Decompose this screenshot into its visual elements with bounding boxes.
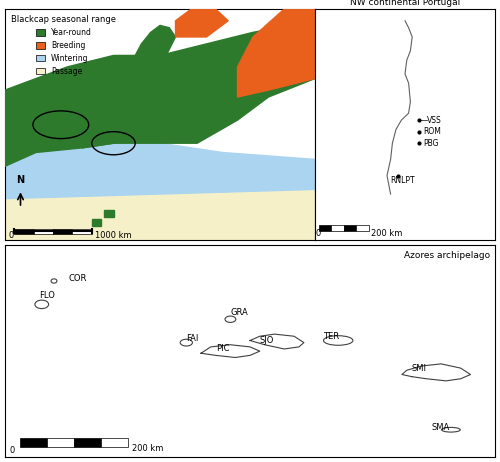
FancyBboxPatch shape — [14, 229, 34, 235]
Polygon shape — [104, 210, 114, 217]
Polygon shape — [238, 9, 315, 97]
FancyBboxPatch shape — [53, 229, 72, 235]
Polygon shape — [176, 9, 228, 37]
Polygon shape — [5, 21, 315, 166]
Polygon shape — [5, 143, 315, 199]
Text: Azores archipelago: Azores archipelago — [404, 251, 490, 260]
Polygon shape — [61, 106, 123, 148]
Text: 200 km: 200 km — [132, 444, 164, 453]
Text: 200 km: 200 km — [371, 229, 402, 237]
Text: FLO: FLO — [40, 292, 55, 300]
FancyBboxPatch shape — [356, 225, 369, 231]
Text: GRA: GRA — [230, 308, 248, 317]
FancyBboxPatch shape — [72, 229, 92, 235]
FancyBboxPatch shape — [46, 438, 74, 447]
FancyBboxPatch shape — [100, 438, 128, 447]
Polygon shape — [129, 25, 176, 74]
Text: SJO: SJO — [260, 336, 274, 345]
Text: 0: 0 — [8, 231, 14, 240]
Text: 0: 0 — [315, 229, 320, 237]
Text: PIC: PIC — [216, 345, 229, 353]
FancyBboxPatch shape — [20, 438, 46, 447]
FancyBboxPatch shape — [344, 225, 356, 231]
FancyBboxPatch shape — [34, 229, 53, 235]
Text: VSS: VSS — [426, 116, 442, 125]
Text: FAI: FAI — [186, 334, 198, 343]
Text: SMI: SMI — [412, 364, 426, 373]
Text: 0: 0 — [10, 446, 15, 455]
FancyBboxPatch shape — [331, 225, 344, 231]
Text: RNLPT: RNLPT — [390, 176, 415, 185]
Text: TER: TER — [324, 332, 340, 341]
FancyBboxPatch shape — [318, 225, 331, 231]
Text: ROM: ROM — [423, 127, 441, 136]
Text: COR: COR — [68, 274, 87, 283]
Polygon shape — [92, 219, 101, 226]
Text: 1000 km: 1000 km — [95, 231, 132, 240]
Title: NW continental Portugal: NW continental Portugal — [350, 0, 460, 7]
Text: PBG: PBG — [423, 139, 438, 148]
Text: SMA: SMA — [432, 423, 450, 432]
FancyBboxPatch shape — [74, 438, 101, 447]
Legend: Year-round, Breeding, Wintering, Passage: Year-round, Breeding, Wintering, Passage — [9, 13, 118, 78]
Text: N: N — [16, 175, 24, 185]
Polygon shape — [5, 180, 315, 240]
